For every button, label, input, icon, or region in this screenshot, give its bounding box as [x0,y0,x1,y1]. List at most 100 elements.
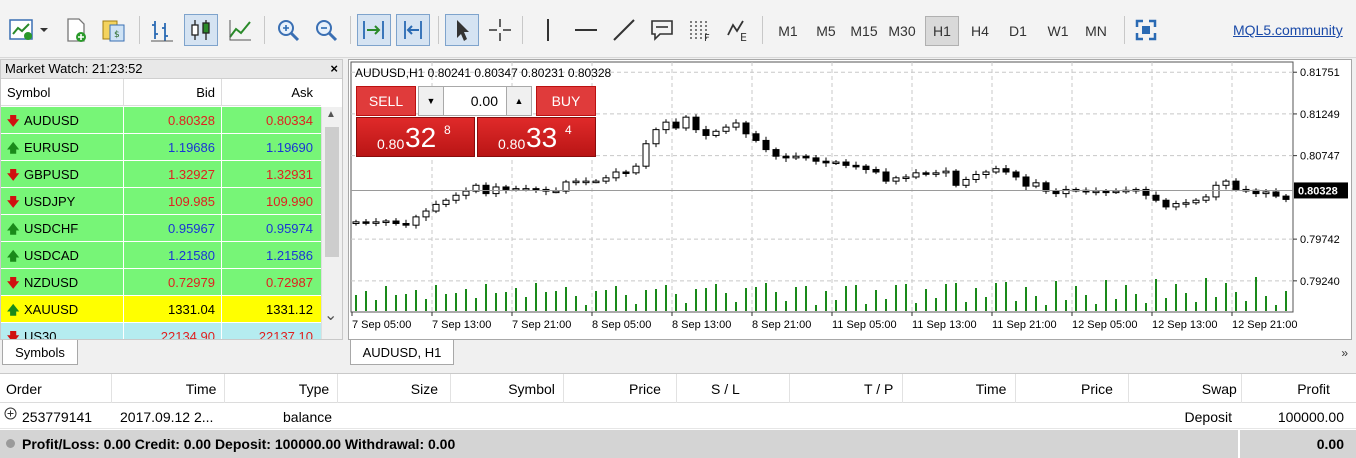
bid-price: 22134.90 [160,329,215,340]
sell-price-pip: 8 [444,123,451,137]
auto-scroll-icon[interactable] [357,14,391,46]
sell-price-button[interactable]: 0.80 32 8 [356,117,475,157]
tab-symbols[interactable]: Symbols [2,340,78,365]
elliott-icon[interactable]: E [722,14,754,46]
tab-audusd-h1[interactable]: AUDUSD, H1 [350,340,454,365]
market-watch-scrollbar[interactable]: ▲ ⌄ [321,107,342,339]
buy-price-main: 33 [526,122,558,153]
timeframe-m5-button[interactable]: M5 [816,23,836,39]
candle-body [422,210,430,218]
fibonacci-icon[interactable]: F [684,14,716,46]
table-row[interactable]: 253779141 2017.09.12 2... balance Deposi… [0,403,1356,429]
lot-size-input[interactable] [444,86,506,116]
symbol-row-gbpusd[interactable]: 🡇 GBPUSD 1.32927 1.32931 [1,161,321,188]
candle-body [962,178,970,186]
timeframe-m1-button[interactable]: M1 [778,23,798,39]
scroll-thumb[interactable] [325,127,339,257]
crosshair-icon[interactable] [484,14,516,46]
candle-body [1202,196,1210,201]
candle-body [1282,195,1290,200]
one-click-trading-panel: SELL ▼ ▲ BUY 0.80 32 8 0.80 33 4 [356,86,596,157]
symbol-row-audusd[interactable]: 🡇 AUDUSD 0.80328 0.80334 [1,107,321,134]
zoom-out-icon[interactable] [310,14,342,46]
symbol-name: EURUSD [24,140,79,155]
symbol-row-nzdusd[interactable]: 🡇 NZDUSD 0.72979 0.72987 [1,269,321,296]
close-icon[interactable]: × [330,61,338,76]
text-label-icon[interactable] [646,14,678,46]
symbol-row-us30[interactable]: 🡇 US30 22134.90 22137.10 [1,323,321,340]
candle-body [592,180,600,184]
column-header-symbol-4[interactable]: Symbol [508,381,555,397]
bid-column-header[interactable]: Bid [196,85,215,100]
chart-shift-icon[interactable] [396,14,430,46]
price-label: 0.80747 [1300,151,1340,163]
fullscreen-icon[interactable] [1130,14,1162,46]
candle-body [972,173,980,180]
order-cell: 253779141 [22,409,93,425]
ask-price: 109.990 [266,194,313,209]
expand-icon[interactable] [4,407,17,423]
column-header-price-5[interactable]: Price [629,381,661,397]
symbol-column-header[interactable]: Symbol [7,85,51,100]
arrow-down-icon: 🡇 [7,330,20,340]
symbol-row-usdcad[interactable]: 🡅 USDCAD 1.21580 1.21586 [1,242,321,269]
candle-body [472,184,480,192]
arrow-up-icon: 🡅 [7,141,20,155]
timeframe-h4-button[interactable]: H4 [971,23,989,39]
sell-button[interactable]: SELL [356,86,416,116]
buy-price-button[interactable]: 0.80 33 4 [477,117,596,157]
buy-button[interactable]: BUY [536,86,596,116]
column-header-sl-6[interactable]: S / L [711,381,740,397]
candle-body [502,186,510,190]
ask-column-header[interactable]: Ask [291,85,313,100]
symbol-row-usdchf[interactable]: 🡅 USDCHF 0.95967 0.95974 [1,215,321,242]
column-header-tp-7[interactable]: T / P [864,381,894,397]
scroll-up-icon[interactable]: ▲ [326,109,336,120]
symbol-row-usdjpy[interactable]: 🡇 USDJPY 109.985 109.990 [1,188,321,215]
candle-body [352,221,360,225]
zoom-in-icon[interactable] [272,14,304,46]
vertical-line-icon[interactable] [532,14,564,46]
symbol-row-eurusd[interactable]: 🡅 EURUSD 1.19686 1.19690 [1,134,321,161]
timeframe-d1-button[interactable]: D1 [1009,23,1027,39]
trendline-icon[interactable] [608,14,640,46]
candlestick-chart-icon[interactable] [184,14,218,46]
current-price-label: 0.80328 [1298,185,1338,197]
symbol-name: NZDUSD [24,275,79,290]
column-header-price-9[interactable]: Price [1081,381,1113,397]
lot-decrease-button[interactable]: ▼ [418,86,444,116]
mql5-community-link[interactable]: MQL5.community [1233,22,1343,38]
timeframe-m15-button[interactable]: M15 [850,23,878,39]
time-label: 12 Sep 21:00 [1232,319,1297,331]
timeframe-w1-button[interactable]: W1 [1047,23,1069,39]
cursor-icon[interactable] [445,14,479,46]
bar-chart-icon[interactable] [146,14,178,46]
horizontal-line-icon[interactable] [570,14,602,46]
column-header-time-8[interactable]: Time [975,381,1007,397]
column-header-size-3[interactable]: Size [410,381,439,397]
tab-scroll-icon[interactable]: » [1341,346,1348,360]
column-header-time-1[interactable]: Time [185,381,217,397]
candle-body [842,161,850,166]
line-chart-icon[interactable] [224,14,256,46]
candle-body [862,165,870,171]
column-header-profit-11[interactable]: Profit [1297,381,1330,397]
lot-increase-button[interactable]: ▲ [506,86,532,116]
column-header-order-0[interactable]: Order [6,381,42,397]
price-label: 0.79240 [1300,276,1340,288]
ask-price: 0.80334 [266,113,313,128]
new-chart-button[interactable] [6,14,50,46]
timeframe-h1-button[interactable]: H1 [925,16,959,46]
scroll-down-icon[interactable]: ⌄ [324,307,338,324]
ask-price: 22137.10 [258,329,313,340]
time-label: 12 Sep 05:00 [1072,319,1137,331]
timeframe-mn-button[interactable]: MN [1085,23,1107,39]
column-header-type-2[interactable]: Type [298,381,330,397]
market-watch-header: Symbol Bid Ask [1,79,321,106]
timeframe-m30-button[interactable]: M30 [888,23,916,39]
column-header-swap-10[interactable]: Swap [1201,381,1237,397]
candle-body [402,223,410,226]
new-profile-icon[interactable] [60,14,92,46]
symbol-row-xauusd[interactable]: 🡅 XAUUSD 1331.04 1331.12 [1,296,321,323]
market-watch-icon[interactable]: $ [98,14,130,46]
